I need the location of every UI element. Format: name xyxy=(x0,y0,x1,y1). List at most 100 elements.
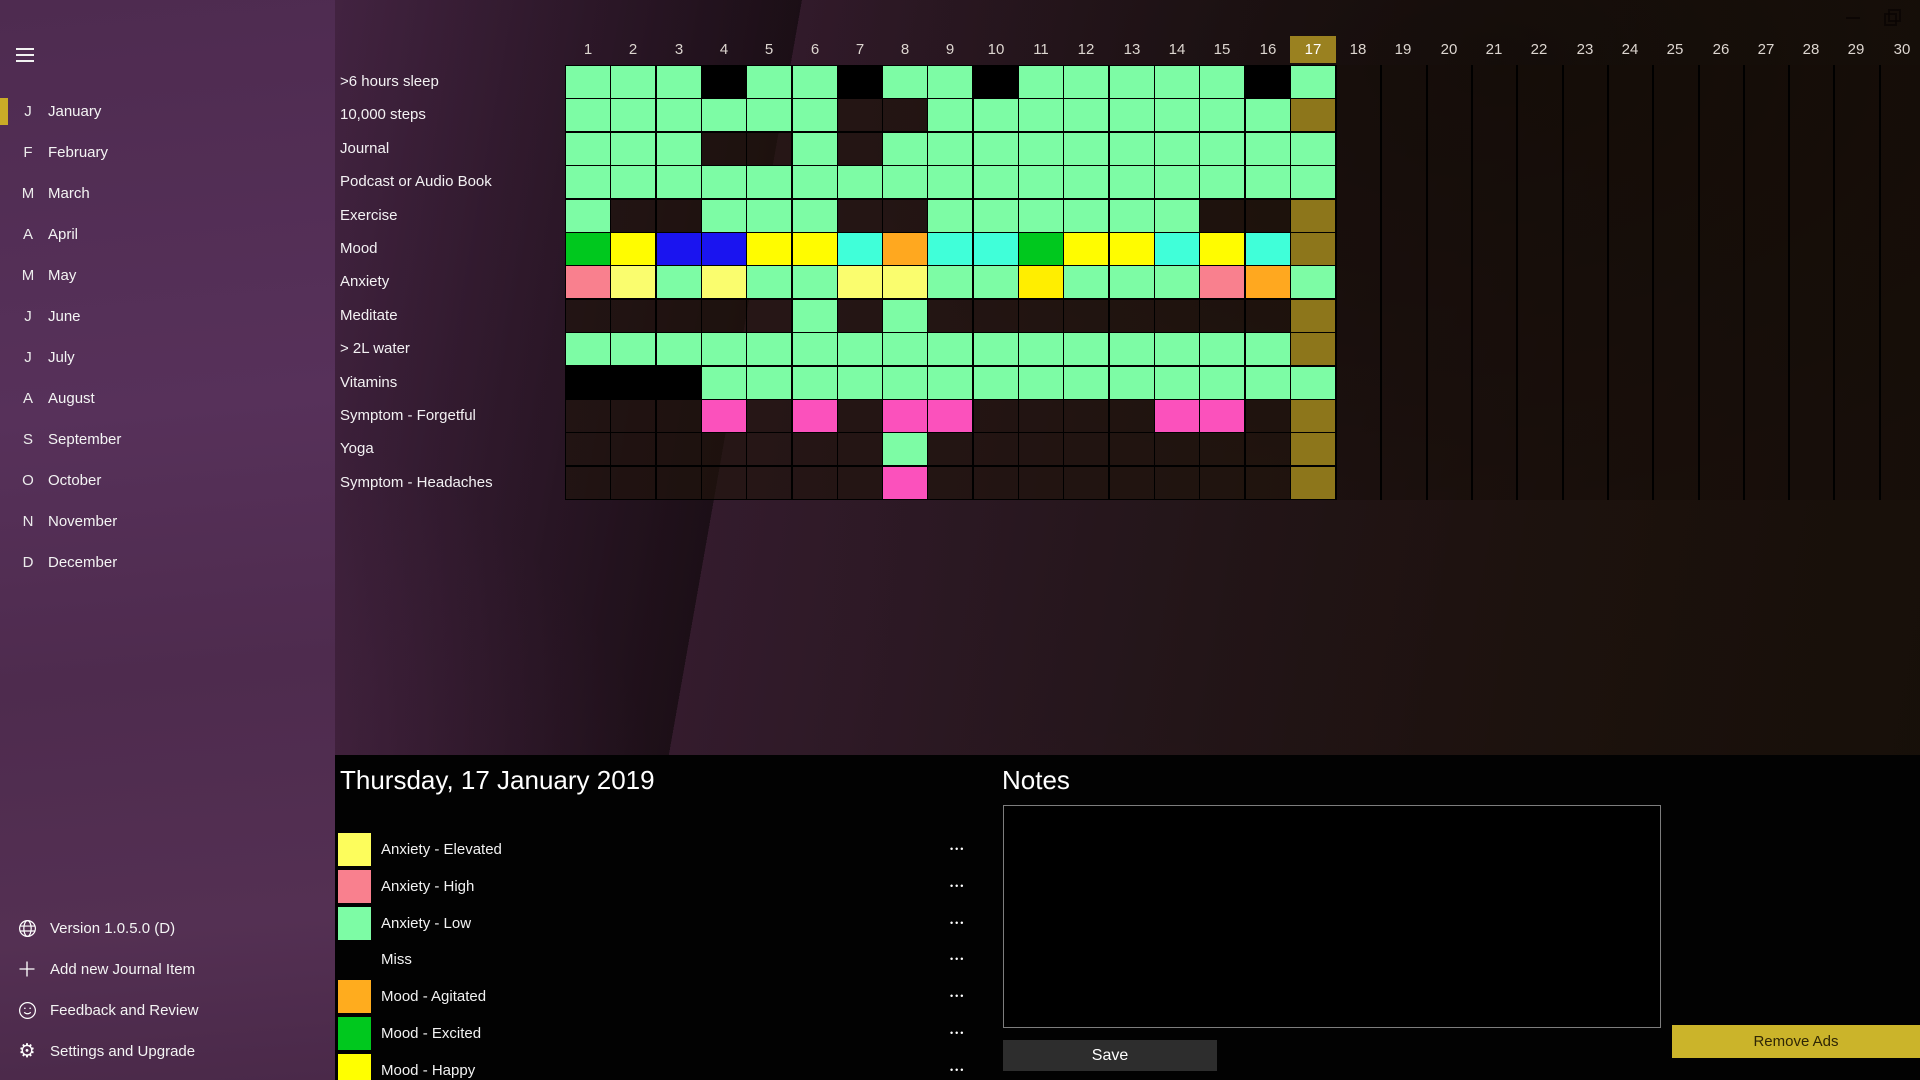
cell-6-hours-sleep-day4[interactable] xyxy=(701,65,747,99)
cell-2l-water-day9[interactable] xyxy=(927,332,973,366)
cell-journal-day9[interactable] xyxy=(927,132,973,166)
cell-vitamins-day3[interactable] xyxy=(656,366,702,400)
cell-yoga-day3[interactable] xyxy=(656,432,702,466)
cell-meditate-day3[interactable] xyxy=(656,299,702,333)
cell-yoga-day16[interactable] xyxy=(1245,432,1291,466)
cell-exercise-day7[interactable] xyxy=(837,199,883,233)
cell-yoga-day11[interactable] xyxy=(1018,432,1064,466)
day-header-24[interactable]: 24 xyxy=(1621,41,1639,58)
cell-vitamins-day7[interactable] xyxy=(837,366,883,400)
cell-journal-day7[interactable] xyxy=(837,132,883,166)
cell-10-000-steps-day17[interactable] xyxy=(1290,98,1336,132)
day-header-10[interactable]: 10 xyxy=(987,41,1005,58)
cell-journal-day6[interactable] xyxy=(792,132,838,166)
cell-yoga-day6[interactable] xyxy=(792,432,838,466)
day-header-11[interactable]: 11 xyxy=(1033,41,1049,58)
cell-symptom-headaches-day15[interactable] xyxy=(1199,466,1245,500)
sidebar-item-june[interactable]: J June xyxy=(0,296,335,337)
cell-2l-water-day17[interactable] xyxy=(1290,332,1336,366)
cell-symptom-forgetful-day7[interactable] xyxy=(837,399,883,433)
cell-symptom-headaches-day9[interactable] xyxy=(927,466,973,500)
cell-6-hours-sleep-day16[interactable] xyxy=(1245,65,1291,99)
cell-vitamins-day12[interactable] xyxy=(1063,366,1109,400)
grid-column-day18[interactable] xyxy=(1335,65,1382,500)
cell-exercise-day9[interactable] xyxy=(927,199,973,233)
minimize-icon[interactable] xyxy=(1846,17,1860,19)
cell-symptom-headaches-day6[interactable] xyxy=(792,466,838,500)
cell-symptom-forgetful-day1[interactable] xyxy=(565,399,611,433)
remove-ads-button[interactable]: Remove Ads xyxy=(1672,1025,1920,1058)
sidebar-item-may[interactable]: M May xyxy=(0,255,335,296)
cell-yoga-day5[interactable] xyxy=(746,432,792,466)
cell-anxiety-day2[interactable] xyxy=(610,265,656,299)
cell-symptom-headaches-day2[interactable] xyxy=(610,466,656,500)
cell-podcast-or-audio-book-day16[interactable] xyxy=(1245,165,1291,199)
cell-2l-water-day11[interactable] xyxy=(1018,332,1064,366)
cell-anxiety-day5[interactable] xyxy=(746,265,792,299)
cell-podcast-or-audio-book-day6[interactable] xyxy=(792,165,838,199)
day-header-21[interactable]: 21 xyxy=(1485,41,1503,58)
cell-meditate-day7[interactable] xyxy=(837,299,883,333)
cell-10-000-steps-day12[interactable] xyxy=(1063,98,1109,132)
cell-mood-day2[interactable] xyxy=(610,232,656,266)
cell-symptom-headaches-day7[interactable] xyxy=(837,466,883,500)
cell-2l-water-day15[interactable] xyxy=(1199,332,1245,366)
day-header-7[interactable]: 7 xyxy=(855,41,865,58)
cell-podcast-or-audio-book-day15[interactable] xyxy=(1199,165,1245,199)
cell-podcast-or-audio-book-day11[interactable] xyxy=(1018,165,1064,199)
cell-anxiety-day14[interactable] xyxy=(1154,265,1200,299)
cell-10-000-steps-day14[interactable] xyxy=(1154,98,1200,132)
cell-podcast-or-audio-book-day3[interactable] xyxy=(656,165,702,199)
grid-column-day30[interactable] xyxy=(1879,65,1920,500)
cell-yoga-day8[interactable] xyxy=(882,432,928,466)
day-header-8[interactable]: 8 xyxy=(900,41,910,58)
cell-symptom-forgetful-day14[interactable] xyxy=(1154,399,1200,433)
cell-vitamins-day8[interactable] xyxy=(882,366,928,400)
cell-podcast-or-audio-book-day9[interactable] xyxy=(927,165,973,199)
cell-anxiety-day8[interactable] xyxy=(882,265,928,299)
cell-podcast-or-audio-book-day14[interactable] xyxy=(1154,165,1200,199)
cell-anxiety-day11[interactable] xyxy=(1018,265,1064,299)
cell-yoga-day7[interactable] xyxy=(837,432,883,466)
cell-podcast-or-audio-book-day5[interactable] xyxy=(746,165,792,199)
cell-meditate-day10[interactable] xyxy=(973,299,1019,333)
cell-meditate-day1[interactable] xyxy=(565,299,611,333)
cell-2l-water-day10[interactable] xyxy=(973,332,1019,366)
cell-2l-water-day13[interactable] xyxy=(1109,332,1155,366)
cell-6-hours-sleep-day15[interactable] xyxy=(1199,65,1245,99)
cell-symptom-forgetful-day3[interactable] xyxy=(656,399,702,433)
more-options-button[interactable]: ••• xyxy=(950,954,966,964)
grid-column-day29[interactable] xyxy=(1833,65,1880,500)
cell-yoga-day1[interactable] xyxy=(565,432,611,466)
cell-podcast-or-audio-book-day8[interactable] xyxy=(882,165,928,199)
cell-symptom-forgetful-day5[interactable] xyxy=(746,399,792,433)
cell-meditate-day14[interactable] xyxy=(1154,299,1200,333)
cell-10-000-steps-day15[interactable] xyxy=(1199,98,1245,132)
cell-meditate-day15[interactable] xyxy=(1199,299,1245,333)
cell-symptom-headaches-day16[interactable] xyxy=(1245,466,1291,500)
cell-2l-water-day14[interactable] xyxy=(1154,332,1200,366)
cell-10-000-steps-day3[interactable] xyxy=(656,98,702,132)
cell-exercise-day8[interactable] xyxy=(882,199,928,233)
cell-anxiety-day9[interactable] xyxy=(927,265,973,299)
cell-podcast-or-audio-book-day17[interactable] xyxy=(1290,165,1336,199)
cell-journal-day11[interactable] xyxy=(1018,132,1064,166)
cell-10-000-steps-day5[interactable] xyxy=(746,98,792,132)
cell-mood-day15[interactable] xyxy=(1199,232,1245,266)
cell-meditate-day9[interactable] xyxy=(927,299,973,333)
cell-podcast-or-audio-book-day10[interactable] xyxy=(973,165,1019,199)
cell-symptom-headaches-day17[interactable] xyxy=(1290,466,1336,500)
cell-symptom-forgetful-day9[interactable] xyxy=(927,399,973,433)
cell-6-hours-sleep-day17[interactable] xyxy=(1290,65,1336,99)
cell-symptom-headaches-day14[interactable] xyxy=(1154,466,1200,500)
cell-10-000-steps-day4[interactable] xyxy=(701,98,747,132)
cell-podcast-or-audio-book-day12[interactable] xyxy=(1063,165,1109,199)
cell-podcast-or-audio-book-day4[interactable] xyxy=(701,165,747,199)
cell-journal-day10[interactable] xyxy=(973,132,1019,166)
sidebar-item-july[interactable]: J July xyxy=(0,337,335,378)
grid-column-day22[interactable] xyxy=(1516,65,1563,500)
day-header-19[interactable]: 19 xyxy=(1394,41,1412,58)
cell-2l-water-day6[interactable] xyxy=(792,332,838,366)
sidebar-item-feedback-and-review[interactable]: Feedback and Review xyxy=(0,990,335,1031)
cell-exercise-day12[interactable] xyxy=(1063,199,1109,233)
